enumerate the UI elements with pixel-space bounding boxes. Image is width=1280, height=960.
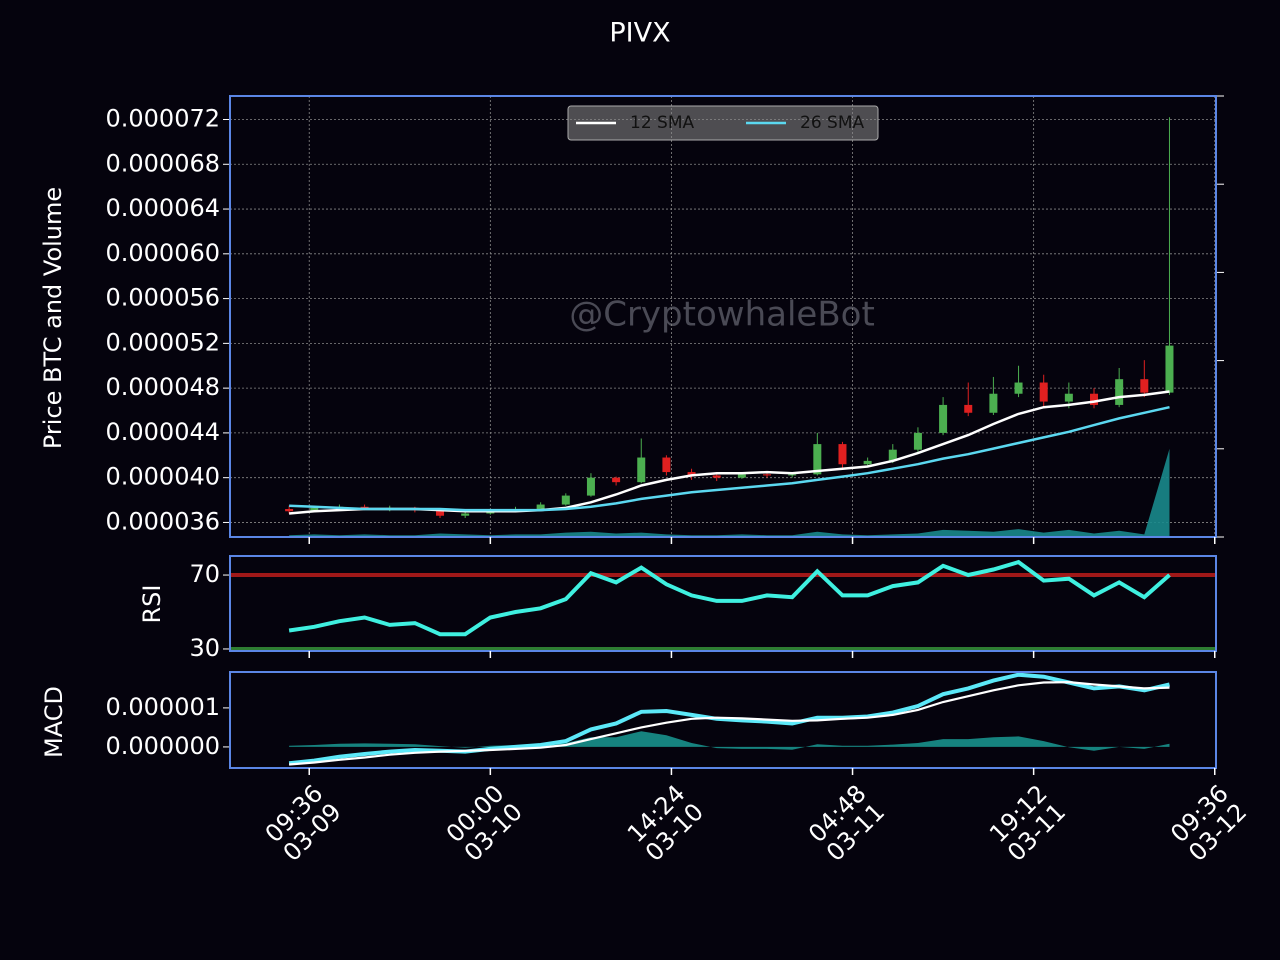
indicator-line	[288, 672, 1170, 766]
candle-body	[461, 513, 470, 516]
candle-body	[637, 457, 646, 483]
indicator-line	[289, 680, 1170, 766]
y-tick-label: 70	[189, 560, 220, 588]
candle-body	[1165, 345, 1174, 393]
legend-label: 12 SMA	[630, 113, 694, 133]
panel-frame	[229, 671, 1217, 769]
y-tick-label: 0.000072	[105, 105, 220, 133]
candle-body	[1115, 379, 1124, 405]
candle-body	[989, 393, 998, 413]
y-axis-label: MACD	[40, 686, 68, 758]
chart-title: PIVX	[609, 18, 670, 49]
candle-body	[939, 404, 948, 433]
y-tick-label: 0.000068	[105, 149, 220, 177]
y-axis-label: Price BTC and Volume	[39, 187, 67, 449]
candle-body	[964, 404, 973, 413]
candle-body	[612, 477, 621, 483]
legend-label: 26 SMA	[800, 113, 864, 133]
y-tick-label: 0.000064	[105, 194, 220, 222]
y-tick-label: 0.000000	[105, 732, 220, 760]
candle-body	[788, 474, 797, 476]
candle-body	[913, 432, 922, 450]
sma-line	[289, 405, 1170, 512]
y-tick-label: 30	[189, 634, 220, 662]
y-tick-label: 0.000048	[105, 373, 220, 401]
candle-body	[763, 474, 772, 476]
candle-body	[536, 504, 545, 510]
y-tick-label: 0.000036	[105, 507, 220, 535]
y-tick-label: 0.000044	[105, 418, 220, 446]
candle-body	[1064, 393, 1073, 402]
candle-body	[586, 477, 595, 496]
y-tick-label: 0.000056	[105, 284, 220, 312]
y-axis-label: RSI	[138, 585, 166, 624]
panel-frame	[229, 555, 1217, 652]
candle-body	[1039, 382, 1048, 402]
candle-body	[737, 474, 746, 478]
candle-body	[561, 495, 570, 505]
candle-body	[1014, 382, 1023, 394]
candle-body	[888, 449, 897, 461]
candle-body	[1090, 393, 1099, 405]
watermark: @CryptowhaleBot	[569, 295, 875, 335]
candle-body	[662, 457, 671, 473]
candle-body	[436, 510, 445, 516]
candle-body	[687, 472, 696, 476]
y-tick-label: 0.000040	[105, 463, 220, 491]
candle-body	[813, 444, 822, 475]
y-tick-label: 0.000060	[105, 239, 220, 267]
candle-body	[838, 444, 847, 465]
y-tick-label: 0.000001	[105, 693, 220, 721]
y-tick-label: 0.000052	[105, 328, 220, 356]
candle-body	[285, 509, 294, 512]
panel-frame	[229, 95, 1217, 538]
candle-body	[712, 475, 721, 478]
indicator-line	[288, 559, 1171, 637]
candle-body	[1140, 379, 1149, 393]
candle-body	[863, 460, 872, 465]
legend-box	[567, 105, 879, 141]
candle-body	[310, 507, 319, 512]
